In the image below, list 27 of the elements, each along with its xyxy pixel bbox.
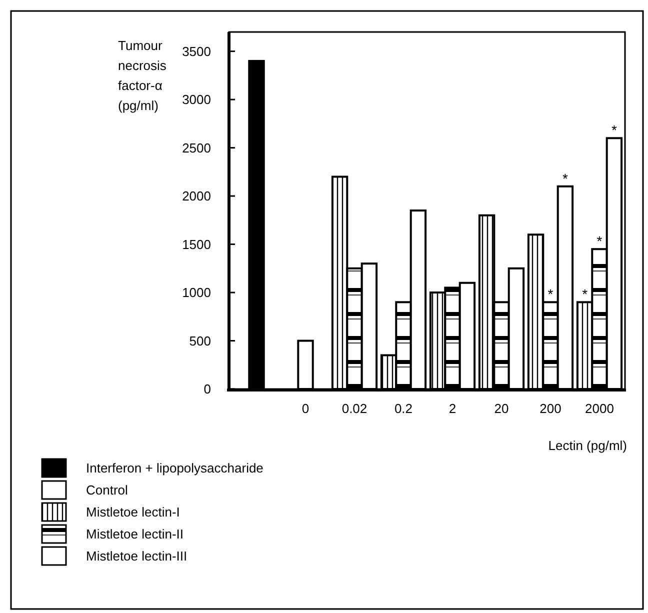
y-tick-label: 3500 <box>182 44 211 59</box>
legend-label: Mistletoe lectin-III <box>86 548 188 564</box>
data-label: * <box>562 170 568 186</box>
x-tick-label: 2 <box>448 401 456 416</box>
x-tick-label: 0.2 <box>394 401 413 416</box>
y-tick-label: 500 <box>189 333 211 348</box>
y-tick-label: 2000 <box>182 188 211 204</box>
y-tick-label: 3000 <box>182 92 211 108</box>
y-tick-label: 1500 <box>182 236 211 252</box>
y-tick-label: 2500 <box>182 140 211 156</box>
x-axis-title: Lectin (pg/ml) <box>548 438 627 453</box>
data-label: * <box>611 122 618 138</box>
data-label: * <box>548 286 554 302</box>
y-axis-title: Tumour necrosis factor-α (pg/ml) <box>118 38 167 113</box>
x-tick-label: 0.02 <box>342 401 368 416</box>
x-tick-label: 0 <box>302 401 310 416</box>
legend-label: Mistletoe lectin-II <box>86 526 184 542</box>
y-tick-label: 1000 <box>182 285 211 300</box>
data-label: * <box>596 233 603 250</box>
data-label: * <box>582 286 588 302</box>
x-tick-label: 200 <box>540 401 562 416</box>
legend-label: Control <box>86 482 128 498</box>
x-tick-label: 2000 <box>585 401 614 416</box>
y-tick-label: 0 <box>204 382 211 397</box>
x-tick-label: 20 <box>494 401 509 416</box>
legend-label: Interferon + lipopolysaccharide <box>86 460 264 476</box>
legend-label: Mistletoe lectin-I <box>86 504 180 520</box>
